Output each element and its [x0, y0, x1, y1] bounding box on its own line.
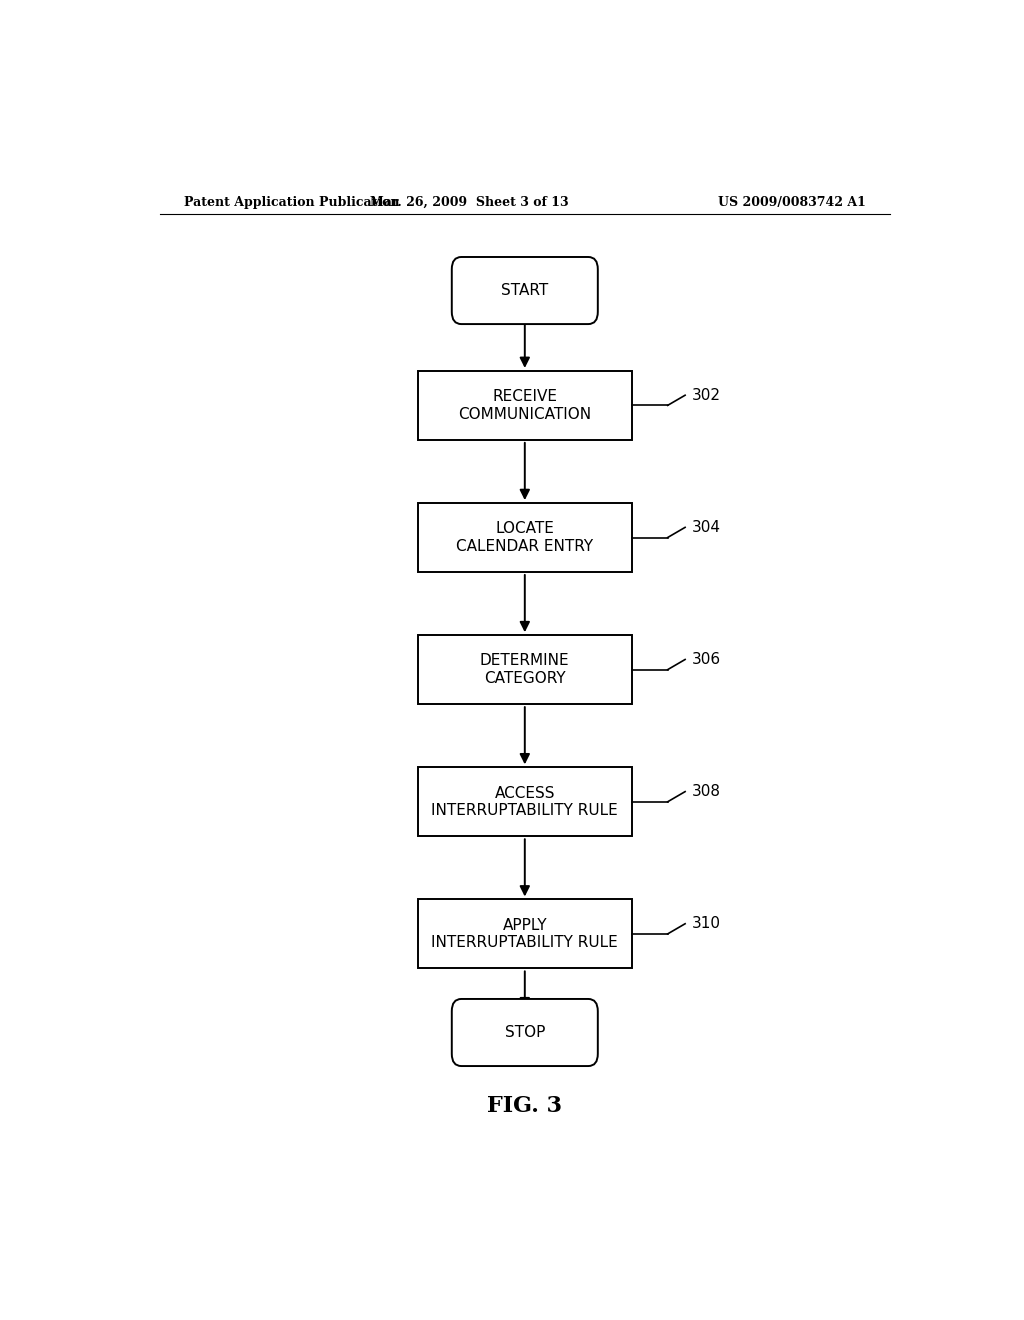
- Bar: [418, 899, 632, 969]
- Text: 302: 302: [691, 388, 721, 403]
- Text: APPLY
INTERRUPTABILITY RULE: APPLY INTERRUPTABILITY RULE: [431, 917, 618, 950]
- Bar: [418, 503, 632, 572]
- Text: FIG. 3: FIG. 3: [487, 1094, 562, 1117]
- Text: ACCESS
INTERRUPTABILITY RULE: ACCESS INTERRUPTABILITY RULE: [431, 785, 618, 818]
- Bar: [418, 635, 632, 704]
- Text: Patent Application Publication: Patent Application Publication: [183, 195, 399, 209]
- Text: 306: 306: [691, 652, 721, 667]
- Text: START: START: [501, 282, 549, 298]
- FancyBboxPatch shape: [452, 999, 598, 1067]
- Text: LOCATE
CALENDAR ENTRY: LOCATE CALENDAR ENTRY: [457, 521, 593, 553]
- Text: RECEIVE
COMMUNICATION: RECEIVE COMMUNICATION: [458, 389, 592, 421]
- Text: 310: 310: [691, 916, 721, 931]
- Text: US 2009/0083742 A1: US 2009/0083742 A1: [718, 195, 866, 209]
- Bar: [418, 371, 632, 440]
- FancyBboxPatch shape: [452, 257, 598, 325]
- Bar: [418, 767, 632, 837]
- Text: STOP: STOP: [505, 1026, 545, 1040]
- Text: DETERMINE
CATEGORY: DETERMINE CATEGORY: [480, 653, 569, 686]
- Text: Mar. 26, 2009  Sheet 3 of 13: Mar. 26, 2009 Sheet 3 of 13: [370, 195, 568, 209]
- Text: 308: 308: [691, 784, 721, 799]
- Text: 304: 304: [691, 520, 721, 535]
